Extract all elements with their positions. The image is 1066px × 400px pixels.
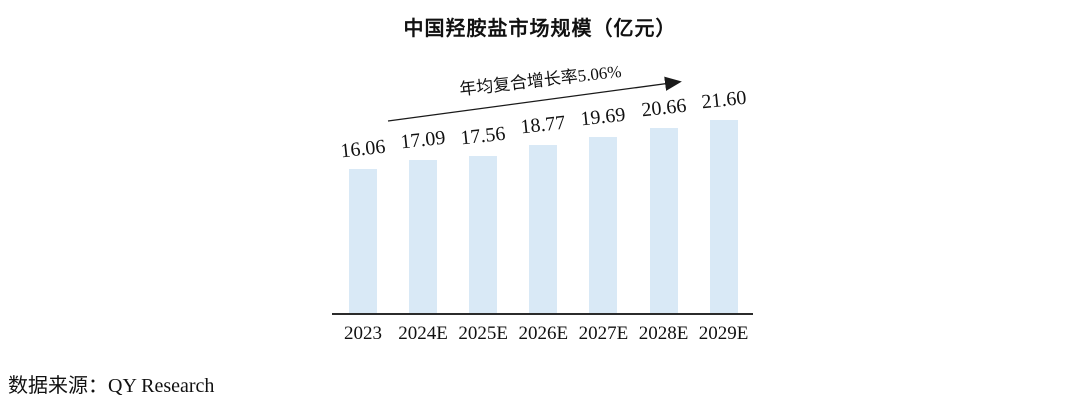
bar-value-label: 21.60 (700, 86, 748, 113)
x-axis-label: 2029E (698, 323, 749, 344)
bar (709, 119, 738, 314)
x-axis-label: 2025E (458, 323, 508, 344)
x-axis-label: 2023 (344, 323, 382, 344)
bar (529, 145, 558, 314)
bar (349, 169, 377, 314)
data-source-caption: 数据来源：QY Research (8, 375, 215, 397)
bar (589, 136, 618, 314)
bar (469, 155, 498, 314)
x-axis-label: 2028E (638, 323, 689, 344)
bar (649, 128, 678, 314)
bar (409, 160, 438, 314)
chart-title: 中国羟胺盐市场规模（亿元） (403, 18, 677, 40)
x-axis-line (332, 313, 753, 315)
growth-arrow-icon (387, 76, 682, 122)
x-axis-label: 2026E (518, 323, 569, 344)
x-axis-label: 2027E (578, 323, 629, 344)
x-axis-label: 2024E (398, 323, 448, 344)
